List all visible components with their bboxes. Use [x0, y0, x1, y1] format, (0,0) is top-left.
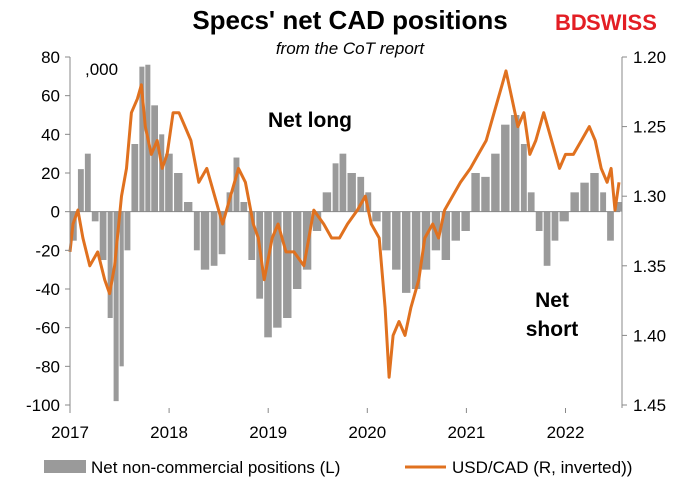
- bar: [382, 211, 391, 251]
- chart-subtitle: from the CoT report: [276, 39, 426, 58]
- bar: [365, 192, 372, 212]
- x-tick-label: 2017: [51, 423, 89, 442]
- bar: [107, 211, 113, 318]
- x-tick-label: 2019: [249, 423, 287, 442]
- x-tick-label: 2021: [447, 423, 485, 442]
- bar: [210, 211, 218, 266]
- legend: Net non-commercial positions (L) USD/CAD…: [44, 458, 632, 477]
- bar: [91, 211, 99, 222]
- legend-label-line: USD/CAD (R, inverted)): [452, 458, 632, 477]
- bar: [332, 163, 339, 212]
- bar: [411, 211, 421, 289]
- bar: [501, 124, 510, 212]
- bar: [183, 202, 193, 212]
- right-tick-label: 1.45: [633, 396, 666, 415]
- bar: [233, 157, 240, 212]
- left-tick-label: 0: [51, 203, 60, 222]
- left-tick-label: 40: [41, 125, 60, 144]
- left-axis-ticks: 80 60 40 20 0 -20 -40 -60 -80 -100: [26, 48, 70, 415]
- bar: [527, 192, 535, 212]
- bar: [580, 182, 589, 212]
- bar: [607, 211, 614, 241]
- legend-swatch-bars: [44, 460, 86, 473]
- bar: [421, 211, 431, 270]
- x-tick-label: 2018: [150, 423, 188, 442]
- bar: [491, 153, 500, 212]
- right-tick-label: 1.40: [633, 326, 666, 345]
- bar: [543, 211, 551, 266]
- bar: [151, 105, 158, 212]
- bar: [551, 211, 559, 241]
- bar: [99, 211, 107, 260]
- bar: [451, 211, 460, 241]
- bar: [113, 211, 119, 402]
- bar: [461, 211, 470, 231]
- annotation-net-long: Net long: [268, 109, 352, 132]
- bar: [131, 144, 139, 212]
- left-tick-label: -60: [35, 319, 60, 338]
- bar: [283, 211, 292, 318]
- annotation-net-short-line2: short: [526, 318, 579, 341]
- left-axis-unit: ,000: [85, 60, 118, 79]
- left-tick-label: -80: [35, 357, 60, 376]
- logo-bd-text: BD: [555, 10, 587, 35]
- left-tick-label: 80: [41, 48, 60, 67]
- right-tick-label: 1.35: [633, 257, 666, 276]
- x-tick-label: 2020: [348, 423, 386, 442]
- bar: [322, 192, 332, 212]
- bar: [165, 153, 173, 212]
- x-tick-label: 2022: [547, 423, 585, 442]
- bar: [520, 144, 527, 212]
- bdswiss-logo: BD SWISS: [555, 10, 657, 35]
- bar: [139, 66, 145, 212]
- bar: [441, 211, 451, 260]
- bar: [248, 211, 256, 260]
- usdcad-line: [68, 69, 621, 379]
- bar: [590, 173, 599, 212]
- bar: [174, 173, 183, 212]
- left-tick-label: 20: [41, 164, 60, 183]
- bar: [273, 211, 282, 328]
- bar: [600, 192, 607, 212]
- bar: [312, 211, 322, 231]
- bar: [392, 211, 401, 270]
- left-tick-label: -20: [35, 241, 60, 260]
- bar: [264, 211, 272, 338]
- bar: [119, 211, 124, 367]
- right-axis-ticks: 1.20 1.25 1.30 1.35 1.40 1.45: [622, 48, 666, 415]
- left-tick-label: -100: [26, 396, 60, 415]
- bar: [401, 211, 411, 293]
- right-tick-label: 1.25: [633, 118, 666, 137]
- bar: [510, 115, 520, 212]
- x-axis-ticks: 2017 2018 2019 2020 2021 2022: [51, 408, 584, 442]
- bar: [218, 211, 226, 255]
- bar: [570, 192, 579, 212]
- bar: [357, 176, 365, 212]
- left-tick-label: -40: [35, 280, 60, 299]
- bar: [77, 169, 84, 212]
- left-tick-label: 60: [41, 87, 60, 106]
- bar: [159, 134, 165, 212]
- legend-label-bars: Net non-commercial positions (L): [91, 458, 340, 477]
- right-tick-label: 1.20: [633, 48, 666, 67]
- bar: [615, 202, 622, 212]
- bar: [372, 211, 381, 222]
- bar: [535, 211, 543, 231]
- bar: [84, 153, 91, 212]
- bar: [347, 173, 356, 212]
- right-tick-label: 1.30: [633, 187, 666, 206]
- bar: [471, 173, 480, 212]
- chart-title: Specs' net CAD positions: [192, 5, 507, 35]
- bar: [559, 211, 569, 222]
- logo-swiss-text: SWISS: [586, 10, 657, 35]
- bar: [124, 211, 131, 251]
- bar: [200, 211, 210, 270]
- bar: [339, 153, 347, 212]
- annotation-net-short-line1: Net: [535, 289, 569, 312]
- bar: [292, 211, 302, 289]
- bar: [240, 202, 248, 212]
- bar: [193, 211, 200, 251]
- bar: [481, 176, 490, 212]
